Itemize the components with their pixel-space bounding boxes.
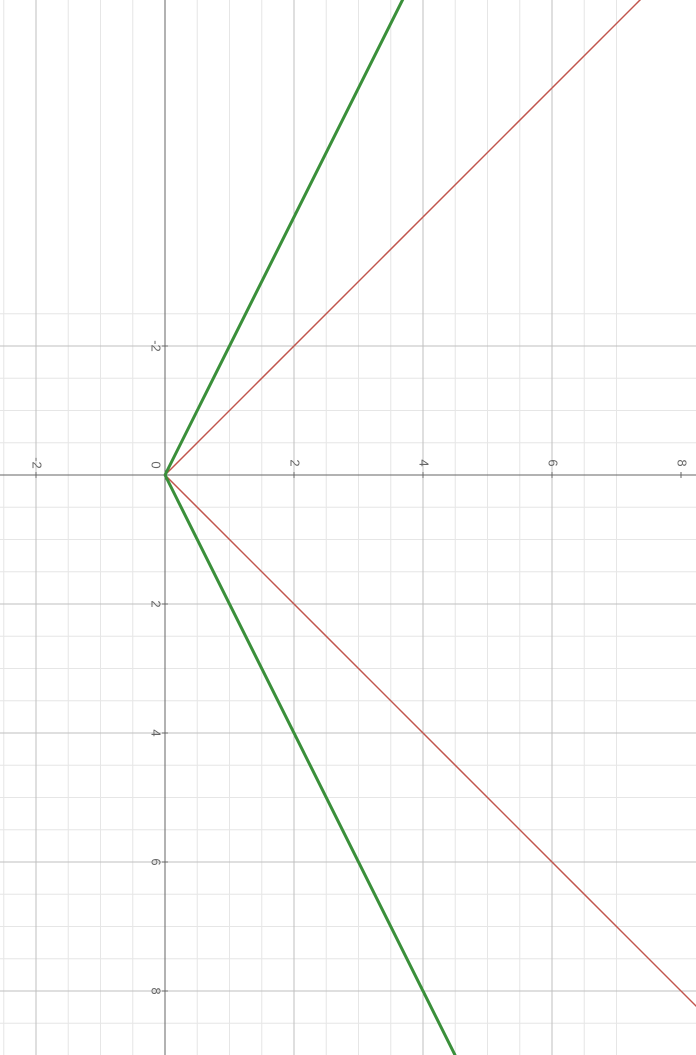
chart-bg <box>0 0 696 1055</box>
x-tick-label: 8 <box>149 987 164 994</box>
x-tick-label: 2 <box>149 600 164 607</box>
x-tick-label: -2 <box>149 340 164 352</box>
x-tick-label: 4 <box>149 729 164 736</box>
x-tick-label: 6 <box>149 858 164 865</box>
origin-label: 0 <box>149 461 164 468</box>
y-tick-label: 2 <box>288 459 303 466</box>
y-tick-label: -2 <box>30 457 45 469</box>
y-tick-label: 6 <box>546 459 561 466</box>
coordinate-plane-chart: -2 2 4 6 8 -2 2 4 6 8 0 <box>0 0 696 1055</box>
chart-container: -2 2 4 6 8 -2 2 4 6 8 0 <box>0 0 696 1055</box>
y-tick-label: 4 <box>417 459 432 466</box>
y-tick-label: 8 <box>675 459 690 466</box>
